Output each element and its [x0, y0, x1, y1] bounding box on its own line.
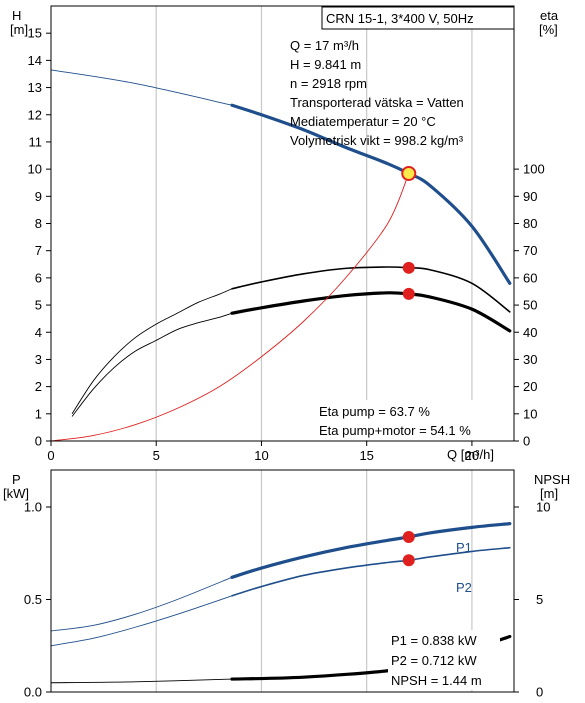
bottom-plot-frame: [50, 469, 515, 693]
p1-curve-thin: [50, 576, 233, 632]
h-tick-label: 12: [28, 107, 42, 122]
eta-axis-title: eta: [540, 8, 559, 23]
h-tick-label: 5: [35, 298, 42, 313]
npsh-axis-title: NPSH: [534, 472, 570, 487]
h-tick-label: 13: [28, 80, 42, 95]
h-tick-label: 9: [35, 189, 42, 204]
p2-value-text: P2 = 0.712 kW: [391, 653, 477, 668]
info-line: Q = 17 m³/h: [290, 38, 359, 53]
eta-tick-label: 80: [523, 216, 537, 231]
top-eta-ticks: 0 10 20 30 40 50 60 70 80 90 100: [514, 162, 545, 449]
p-tick-label: 1.0: [24, 500, 42, 515]
eta-tick-label: 10: [523, 406, 537, 421]
eta-pump-motor-curve-thin: [71, 312, 233, 417]
bottom-grid: [155, 470, 473, 692]
bottom-p-ticks: 0.0 0.5 1.0: [24, 500, 51, 700]
head-curve-thin: [50, 69, 233, 106]
npsh-tick-label: 5: [536, 592, 543, 607]
h-tick-label: 10: [28, 162, 42, 177]
eta-axis-unit: [%]: [539, 22, 558, 37]
h-tick-label: 0: [35, 434, 42, 449]
h-tick-label: 6: [35, 270, 42, 285]
eta-tick-label: 90: [523, 189, 537, 204]
x-axis-label: Q [m³/h]: [447, 447, 494, 462]
info-line: Volymetrisk vikt = 998.2 kg/m³: [290, 133, 464, 148]
header-box-text: CRN 15-1, 3*400 V, 50Hz: [326, 11, 474, 26]
power-npsh-chart: 0.0 0.5 1.0 0 5 10 P [kW] NPSH [m] P1 P2 P1 …: [3, 469, 570, 700]
p2-operating-point: [402, 554, 415, 567]
eta-tick-label: 20: [523, 379, 537, 394]
x-tick-label: 5: [153, 448, 160, 463]
eta-tick-label: 0: [523, 434, 530, 449]
eta-pump-curve-bold: [231, 266, 511, 313]
npsh-tick-label: 10: [536, 500, 550, 515]
h-tick-label: 2: [35, 379, 42, 394]
h-tick-label: 4: [35, 325, 42, 340]
bottom-npsh-ticks: 0 5 10: [514, 500, 550, 700]
eta-pump-text: Eta pump = 63.7 %: [319, 404, 430, 419]
eta-pump-curve-thin: [71, 288, 233, 415]
x-tick-label: 10: [254, 448, 268, 463]
top-plot-area: [51, 6, 514, 441]
p-axis-title: P: [12, 472, 21, 487]
p-tick-label: 0.0: [24, 685, 42, 700]
p1-curve-bold: [230, 522, 512, 579]
info-line: Mediatemperatur = 20 °C: [290, 114, 436, 129]
h-tick-label: 8: [35, 216, 42, 231]
eta-tick-label: 50: [523, 298, 537, 313]
info-line: n = 2918 rpm: [290, 76, 367, 91]
p2-curve-bold: [231, 546, 511, 597]
p2-curve-thin: [50, 595, 233, 647]
p1-operating-point: [402, 530, 415, 543]
p-tick-label: 0.5: [24, 592, 42, 607]
system-curve-thin: [50, 173, 410, 442]
eta-tick-label: 60: [523, 270, 537, 285]
eta-tick-label: 30: [523, 352, 537, 367]
h-axis-unit: [m]: [10, 22, 28, 37]
x-tick-label: 0: [47, 448, 54, 463]
x-tick-label: 20: [465, 448, 479, 463]
p1-curve-label: P1: [456, 540, 472, 555]
h-tick-label: 11: [29, 134, 43, 149]
npsh-curve-thin: [50, 678, 233, 684]
eta-tick-label: 100: [523, 162, 545, 177]
top-curves: [50, 69, 512, 442]
h-tick-label: 3: [35, 352, 42, 367]
npsh-tick-label: 0: [536, 685, 543, 700]
head-operating-point: [401, 165, 417, 181]
header-box: [321, 6, 515, 30]
info-line: Transporterad vätska = Vatten: [290, 95, 464, 110]
info-line: H = 9.841 m: [290, 57, 361, 72]
eta-tick-label: 40: [523, 325, 537, 340]
h-tick-label: 7: [35, 243, 42, 258]
h-tick-label: 1: [35, 406, 42, 421]
efficiency-info: Eta pump = 63.7 % Eta pump+motor = 54.1 …: [316, 400, 498, 440]
top-x-ticks: 0 5 10 15 20: [47, 441, 479, 463]
eta-pump-motor-curve-bold: [230, 291, 512, 333]
top-operating-points: [401, 165, 417, 300]
p1-value-text: P1 = 0.838 kW: [391, 633, 477, 648]
eta-pump-point: [402, 261, 415, 274]
x-tick-label: 15: [359, 448, 373, 463]
p-axis-unit: [kW]: [3, 486, 29, 501]
eta-tick-label: 70: [523, 243, 537, 258]
operating-info: Q = 17 m³/h H = 9.841 m n = 2918 rpm Tra…: [290, 38, 464, 148]
npsh-axis-unit: [m]: [540, 486, 558, 501]
h-tick-label: 15: [28, 26, 42, 41]
eta-pump-motor-point: [402, 287, 415, 300]
power-info: P1 = 0.838 kW P2 = 0.712 kW NPSH = 1.44 …: [388, 630, 500, 690]
eta-pump-motor-text: Eta pump+motor = 54.1 %: [319, 423, 471, 438]
p2-curve-label: P2: [456, 580, 472, 595]
top-grid: [155, 6, 473, 441]
h-axis-title: H: [12, 8, 21, 23]
npsh-value-text: NPSH = 1.44 m: [391, 673, 482, 688]
head-curve-bold: [230, 103, 512, 285]
h-tick-label: 14: [28, 53, 42, 68]
